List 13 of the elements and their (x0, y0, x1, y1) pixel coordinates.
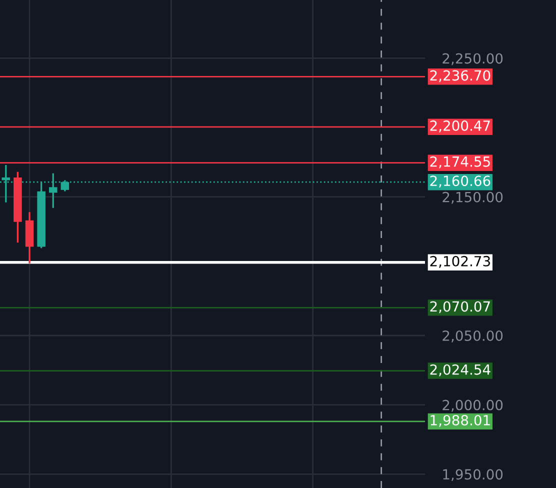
ref-line-label: 1,988.01 (430, 414, 490, 427)
ref-line-label: 2,024.54 (430, 364, 490, 376)
y-tick-label: 2,250.00 (442, 53, 503, 66)
y-tick-label: 2,050.00 (442, 330, 503, 342)
ref-line-label: 2,200.47 (430, 120, 490, 132)
y-tick-label: 2,000.00 (442, 400, 503, 412)
ref-line-label: 2,102.73 (430, 256, 490, 268)
y-tick-label: 1,950.00 (443, 469, 503, 482)
ref-line-label: 2,174.55 (430, 156, 490, 168)
y-tick-label: 2,150.00 (442, 192, 503, 204)
ref-line-label: 2,236.70 (430, 70, 490, 82)
ref-line-label: 2,160.66 (430, 176, 490, 188)
ref-line-label: 2,070.07 (430, 301, 490, 314)
